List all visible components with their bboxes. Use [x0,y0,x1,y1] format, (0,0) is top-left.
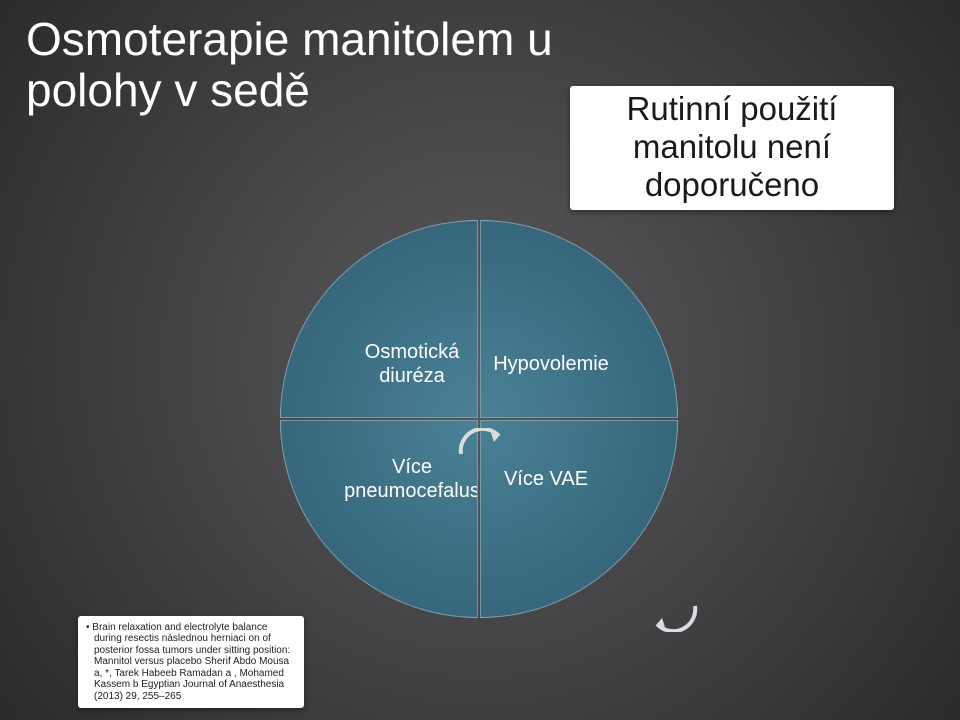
segment-label: Osmotická diuréza [285,250,473,388]
citation-text: Brain relaxation and electrolyte balance… [92,622,290,702]
callout-line: Rutinní použití [582,90,882,128]
segment-top-right: Hypovolemie [480,220,678,418]
segment-top-left: Osmotická diuréza [280,220,478,418]
segment-label: Více VAE [490,467,668,571]
quad-circle-diagram: Osmotická diuréza Hypovolemie Více pneum… [280,220,680,620]
flow-arrow-icon [645,600,701,632]
callout-line: manitolu není [582,128,882,166]
segment-bottom-right: Více VAE [480,420,678,618]
segment-label: Hypovolemie [480,262,678,376]
citation-box: • Brain relaxation and electrolyte balan… [78,616,304,709]
segment-bottom-left: Více pneumocefalus [280,420,478,618]
segment-label: Více pneumocefalus [280,455,478,583]
callout-line: doporučeno [582,166,882,204]
callout-routine-use: Rutinní použití manitolu není doporučeno [570,86,894,210]
